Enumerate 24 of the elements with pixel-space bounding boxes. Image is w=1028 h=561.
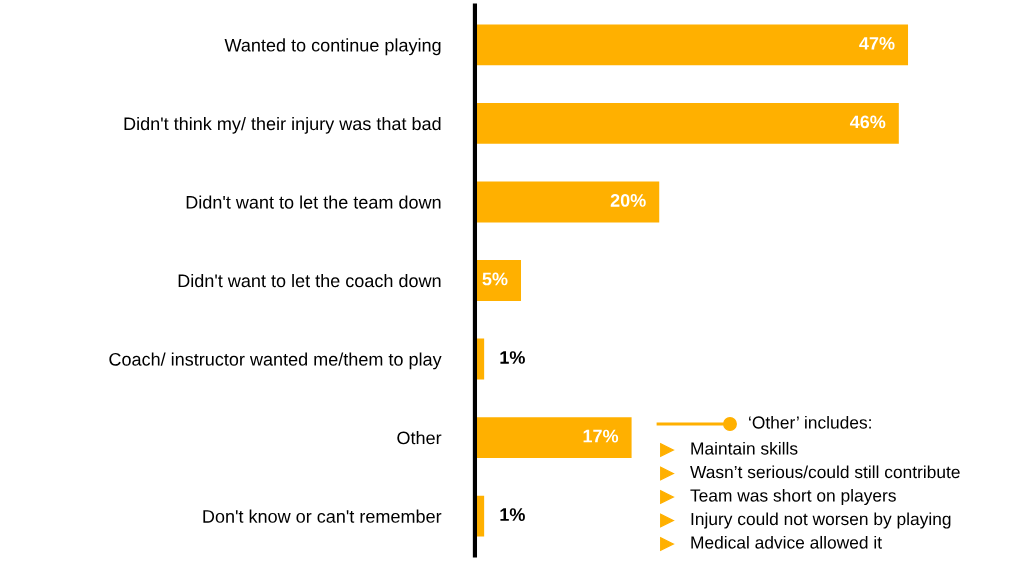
bar	[474, 24, 909, 66]
annotation: Maintain skills	[691, 441, 798, 455]
data-label: 46%	[849, 115, 886, 129]
y-tick-label: Other	[397, 431, 442, 445]
data-label: 1%	[500, 508, 525, 521]
y-tick-label: Didn't want to let the coach down	[178, 273, 441, 288]
annotation: Wasn’t serious/could still contribute	[690, 465, 960, 479]
data-label: 1%	[500, 351, 525, 364]
y-tick-label: Don't know or can't remember	[203, 509, 442, 523]
data-label: 17%	[583, 429, 619, 443]
y-tick-label: Didn't think my/ their injury was that bad	[124, 116, 441, 134]
annotation: Team was short on players	[690, 488, 896, 506]
annotation: ‘Other’ includes:	[749, 415, 871, 429]
y-tick-label: Wanted to continue playing	[224, 38, 441, 56]
bar	[474, 103, 899, 144]
y-tick-label: Coach/ instructor wanted me/them to play	[109, 352, 442, 370]
data-label: 5%	[482, 272, 508, 286]
annotation: Injury could not worsen by playing	[691, 512, 951, 529]
y-tick-label: Didn't want to let the team down	[186, 195, 441, 209]
annotation: Medical advice allowed it	[691, 535, 882, 549]
bar	[474, 417, 632, 458]
data-label: 47%	[859, 36, 895, 50]
data-label: 20%	[610, 194, 646, 207]
bar	[474, 181, 660, 223]
